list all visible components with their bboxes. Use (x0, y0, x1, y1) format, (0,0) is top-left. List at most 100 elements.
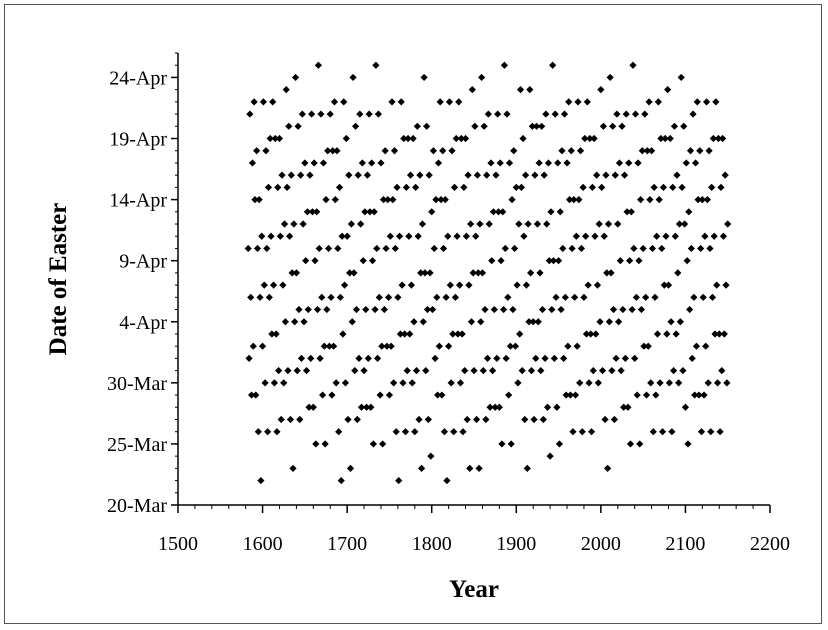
data-point (672, 330, 680, 338)
data-point (456, 281, 464, 289)
data-point (361, 208, 369, 216)
data-point (589, 367, 597, 375)
data-point (379, 195, 388, 204)
data-point (360, 367, 368, 375)
data-point (509, 305, 517, 314)
data-point (465, 281, 473, 289)
data-point (442, 293, 450, 301)
data-point (364, 354, 372, 363)
data-point (286, 232, 294, 240)
data-point (420, 73, 428, 82)
data-point (291, 73, 300, 82)
data-point (477, 318, 485, 326)
data-point (632, 293, 640, 301)
data-point (642, 293, 650, 301)
data-point (716, 428, 724, 436)
data-point (650, 183, 658, 191)
data-point (483, 171, 491, 179)
data-point (718, 367, 726, 375)
data-point (478, 73, 486, 82)
data-point (494, 110, 502, 118)
data-point (713, 379, 722, 387)
data-point (534, 318, 542, 326)
data-point (724, 220, 732, 228)
data-point (473, 171, 481, 179)
data-point (344, 415, 352, 424)
data-point (289, 464, 297, 472)
data-point (626, 440, 635, 448)
data-point (683, 257, 691, 265)
data-point (562, 391, 570, 399)
data-point (701, 232, 709, 240)
data-point (434, 159, 443, 167)
data-point (696, 147, 704, 155)
data-point (512, 183, 520, 191)
data-point (546, 452, 554, 460)
data-point (293, 367, 301, 375)
data-point (472, 232, 480, 240)
data-point (277, 415, 285, 424)
data-point (429, 147, 438, 155)
data-point (702, 98, 711, 106)
data-point (341, 379, 350, 387)
data-point (720, 330, 728, 338)
data-point (640, 342, 648, 350)
data-point (714, 134, 723, 143)
data-point (352, 305, 361, 314)
data-point (585, 379, 593, 387)
data-point (574, 98, 582, 106)
data-point (297, 171, 305, 179)
data-point (669, 183, 677, 191)
data-point (601, 415, 609, 424)
data-point (482, 415, 490, 424)
data-point (538, 122, 546, 130)
data-point (311, 257, 319, 265)
data-point (526, 86, 534, 94)
data-point (679, 367, 687, 375)
data-point (405, 232, 413, 240)
data-point (556, 208, 564, 216)
data-point (262, 147, 270, 155)
data-point (629, 61, 637, 69)
x-tick-label: 1600 (243, 533, 283, 555)
data-point (587, 428, 596, 436)
data-point (719, 232, 728, 240)
data-point (375, 293, 383, 301)
data-point (314, 61, 322, 69)
data-point (439, 244, 448, 253)
data-point (450, 428, 458, 436)
data-point (676, 318, 684, 326)
data-point (637, 305, 646, 314)
data-point (649, 428, 657, 436)
data-point (643, 147, 651, 155)
data-point (335, 183, 344, 191)
data-point (496, 159, 504, 167)
data-point (256, 293, 264, 301)
data-point (276, 232, 284, 240)
data-point (310, 159, 318, 167)
data-point (435, 342, 443, 350)
data-point (322, 195, 330, 204)
data-point (367, 403, 375, 411)
data-point (542, 110, 550, 118)
data-point (247, 293, 255, 301)
data-point (493, 354, 501, 363)
data-point (255, 195, 263, 204)
data-point (481, 305, 489, 314)
data-point (423, 305, 432, 314)
x-tick-label: 2200 (750, 533, 790, 555)
data-point (538, 305, 547, 314)
data-point (357, 403, 366, 411)
data-point (722, 281, 730, 289)
data-point (417, 464, 426, 472)
data-point (691, 159, 700, 167)
data-point (502, 354, 510, 363)
data-point (680, 122, 688, 130)
data-point (323, 305, 331, 314)
data-point (464, 171, 472, 179)
data-point (535, 159, 543, 167)
data-point (596, 318, 604, 326)
data-point (461, 367, 469, 375)
data-point (284, 367, 292, 375)
y-tick-label: 14-Apr (109, 190, 167, 212)
